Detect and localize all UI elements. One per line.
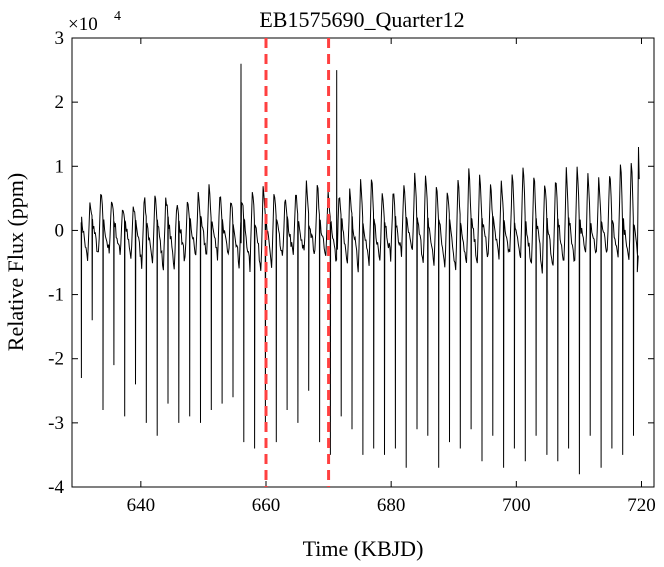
x-tick-label: 680 xyxy=(377,495,406,516)
series-layer xyxy=(80,63,640,475)
y-tick-label: 3 xyxy=(55,28,65,49)
y-axis-exponent: ×10 4 xyxy=(68,9,121,35)
y-tick-label: -1 xyxy=(48,285,64,306)
vline-layer xyxy=(264,38,331,487)
x-tick-label: 660 xyxy=(252,495,281,516)
y-exponent-base: ×10 xyxy=(68,14,98,35)
chart-title: EB1575690_Quarter12 xyxy=(259,7,464,32)
x-axis: 640 660 680 700 720 xyxy=(127,38,656,516)
y-tick-label: -4 xyxy=(48,477,64,498)
x-tick-label: 700 xyxy=(502,495,531,516)
y-tick-label: 2 xyxy=(55,92,65,113)
y-exponent-power: 4 xyxy=(114,9,121,24)
x-axis-label: Time (KBJD) xyxy=(303,536,424,561)
y-axis-label: Relative Flux (ppm) xyxy=(3,173,28,351)
x-tick-label: 640 xyxy=(127,495,156,516)
y-tick-label: 0 xyxy=(55,220,65,241)
y-tick-label: 1 xyxy=(55,156,65,177)
y-axis: -4 -3 -2 -1 0 1 2 3 xyxy=(48,28,654,498)
flux-series-line xyxy=(80,63,640,475)
plot-area-frame xyxy=(71,37,655,488)
x-tick-label: 720 xyxy=(627,495,656,516)
y-tick-label: -2 xyxy=(48,349,64,370)
y-tick-label: -3 xyxy=(48,413,64,434)
